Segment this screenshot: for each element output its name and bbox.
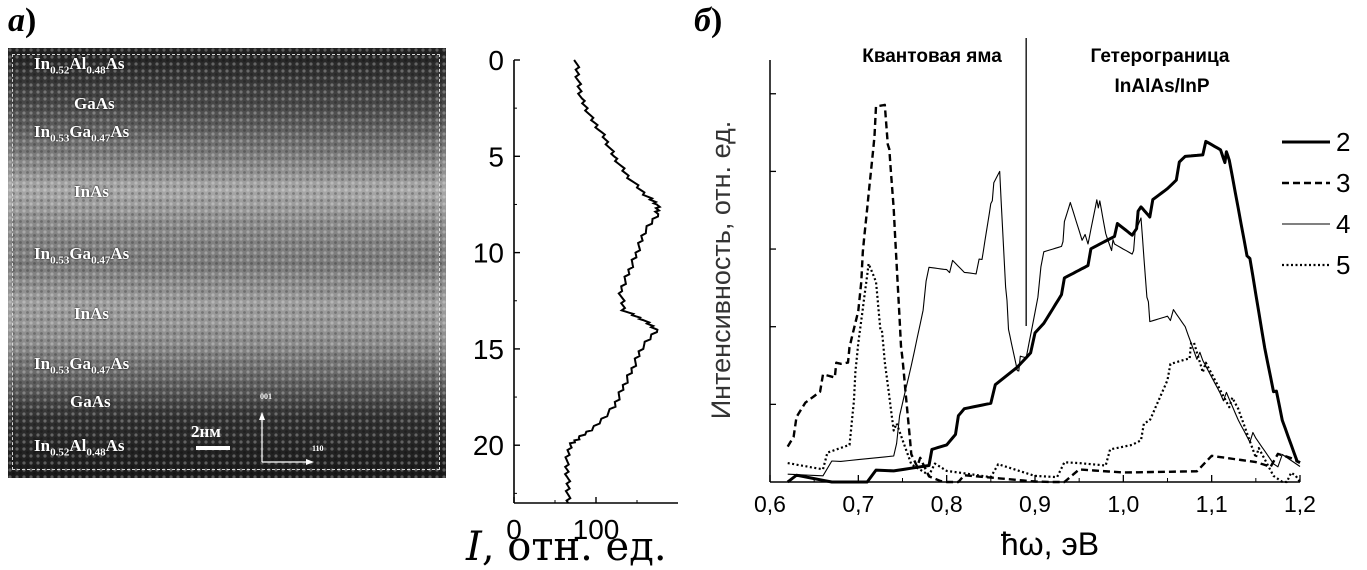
layer-label-ingaas-3: In0.53Ga0.47As [34, 354, 130, 377]
series-line-4 [787, 170, 1301, 477]
legend-label-2: 2 [1336, 127, 1350, 157]
tem-image: In0.52Al0.48As GaAs In0.53Ga0.47As InAs In0.… [8, 48, 446, 478]
panel-b-label: б) [694, 2, 723, 39]
layer-label-ingaas-2: In0.53Ga0.47As [34, 244, 130, 267]
chart-x-tick-label: 0,6 [754, 491, 786, 517]
profile-y-tick-label: 20 [473, 430, 504, 461]
chart-xlabel: ħω, эВ [1001, 526, 1099, 562]
layer-label-top-inalas: In0.52Al0.48As [34, 54, 125, 77]
profile-x-tick-label: 100 [573, 514, 620, 545]
chart-ylabel: Интенсивность, отн. ед. [706, 121, 736, 419]
layer-label-inas-2: InAs [74, 304, 109, 323]
chart-x-tick-label: 1,0 [1107, 491, 1139, 517]
intensity-profile: 0 5 10 15 20 0 100 [473, 45, 678, 545]
scale-bar [196, 446, 230, 450]
spectrum-chart: Квантовая яма Гетерограница InAlAs/InP И… [706, 38, 1350, 562]
profile-y-tick-label: 5 [488, 141, 504, 172]
profile-curve [563, 59, 662, 504]
tem-frame [12, 54, 440, 470]
chart-x-tick-label: 0,7 [842, 491, 874, 517]
chart-x-tick-label: 1,1 [1196, 491, 1228, 517]
annotation-heterointerface-2: InAlAs/InP [1114, 76, 1209, 97]
profile-xlabel: I, отн. ед. [466, 524, 667, 570]
legend-label-3: 3 [1336, 168, 1350, 198]
axis-110-arrow [306, 459, 314, 465]
series-line-2 [786, 139, 1301, 484]
profile-y-tick-label: 0 [488, 45, 504, 76]
legend-label-5: 5 [1336, 250, 1350, 280]
layer-label-bottom-inalas: In0.52Al0.48As [34, 436, 125, 459]
chart-x-tick-label: 1,2 [1284, 491, 1316, 517]
panel-a-label: а) [8, 2, 37, 39]
annotation-heterointerface-1: Гетерограница [1091, 46, 1230, 67]
layer-label-gaas-bottom: GaAs [70, 392, 111, 411]
axis-001-arrow [259, 412, 265, 420]
profile-x-tick-label: 0 [506, 514, 522, 545]
chart-x-tick-label: 0,8 [931, 491, 963, 517]
layer-label-gaas-top: GaAs [74, 94, 115, 113]
legend-label-4: 4 [1336, 209, 1350, 239]
layer-label-ingaas-1: In0.53Ga0.47As [34, 122, 130, 145]
direction-up-label: 001 [260, 392, 272, 401]
series-line-3 [786, 103, 1301, 484]
direction-axes [259, 412, 314, 465]
layer-label-inas-1: InAs [74, 182, 109, 201]
annotation-quantum-well: Квантовая яма [862, 46, 1002, 67]
series-line-5 [787, 262, 1301, 484]
scale-bar-label: 2нм [191, 422, 221, 441]
direction-right-label: 110 [312, 444, 324, 453]
profile-y-tick-label: 15 [473, 334, 504, 365]
tem-texture [8, 48, 446, 478]
chart-x-tick-label: 0,9 [1019, 491, 1051, 517]
profile-y-tick-label: 10 [473, 238, 504, 269]
